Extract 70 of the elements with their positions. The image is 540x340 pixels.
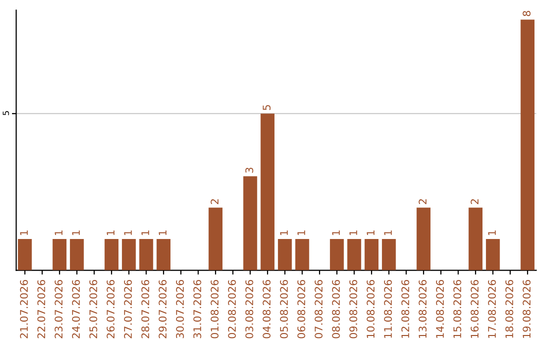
- bar: [18, 238, 32, 270]
- data-label: 1: [20, 230, 28, 236]
- x-tick-label: 19.08.2026: [522, 280, 531, 338]
- x-tick-label: 01.08.2026: [210, 280, 219, 338]
- data-label: 1: [384, 230, 392, 236]
- bar: [486, 238, 500, 270]
- x-tick-label: 26.07.2026: [106, 280, 115, 338]
- x-tick-label: 27.07.2026: [124, 280, 132, 338]
- bar: [278, 238, 292, 270]
- bar: [468, 208, 482, 270]
- x-tick-label: 03.08.2026: [245, 280, 254, 338]
- bar: [70, 238, 84, 270]
- x-tick-label: 12.08.2026: [401, 280, 410, 338]
- bar: [52, 238, 66, 270]
- x-tick-label: 21.07.2026: [20, 280, 28, 338]
- bar: [208, 208, 222, 270]
- data-label: 1: [158, 230, 166, 236]
- x-tick-label: 06.08.2026: [297, 280, 306, 338]
- data-label: 1: [297, 230, 306, 236]
- data-label: 2: [470, 199, 478, 204]
- x-tick-label: 30.07.2026: [176, 280, 184, 338]
- data-label: 1: [332, 230, 340, 236]
- bar: [122, 238, 136, 270]
- x-tick-label: 04.08.2026: [262, 280, 271, 338]
- x-tick-label: 09.08.2026: [349, 280, 358, 338]
- x-tick-label: 18.08.2026: [505, 280, 514, 338]
- data-label: 1: [124, 230, 132, 236]
- data-label: 2: [210, 199, 218, 204]
- x-tick-label: 28.07.2026: [141, 280, 150, 338]
- bar: [347, 238, 362, 270]
- x-tick-label: 16.08.2026: [470, 280, 479, 338]
- data-label: 1: [280, 230, 288, 236]
- bar: [104, 238, 118, 270]
- bar: [139, 238, 154, 270]
- x-tick-label: 02.08.2026: [228, 280, 236, 338]
- data-label: 1: [349, 230, 358, 236]
- bar: [243, 176, 258, 270]
- bar: [260, 114, 274, 270]
- x-tick-label: 07.08.2026: [314, 280, 323, 338]
- data-label: 5: [262, 105, 271, 110]
- data-label: 8: [522, 10, 531, 16]
- x-tick-label: 25.07.2026: [89, 280, 98, 338]
- bar: [295, 238, 310, 270]
- bar: [520, 20, 534, 270]
- data-label: 3: [245, 168, 254, 173]
- data-label: 1: [488, 230, 496, 236]
- bar: [416, 208, 430, 270]
- bar: [382, 238, 396, 270]
- x-tick-label: 05.08.2026: [280, 280, 288, 338]
- x-tick-label: 31.07.2026: [193, 280, 202, 338]
- bar: [364, 238, 378, 270]
- x-tick-label: 13.08.2026: [418, 280, 427, 338]
- data-label: 1: [366, 230, 374, 236]
- data-label: 1: [106, 230, 114, 236]
- bar: [156, 238, 170, 270]
- data-label: 1: [54, 230, 62, 236]
- x-tick-label: 24.07.2026: [72, 280, 80, 338]
- x-tick-label: 29.07.2026: [158, 280, 167, 338]
- x-tick-label: 17.08.2026: [488, 280, 496, 338]
- bar: [330, 238, 344, 270]
- x-tick-label: 22.07.2026: [37, 280, 46, 338]
- x-tick-label: 11.08.2026: [384, 280, 392, 338]
- x-tick-label: 08.08.2026: [332, 280, 340, 338]
- x-tick-label: 14.08.2026: [436, 280, 444, 338]
- data-label: 1: [72, 230, 80, 236]
- x-tick-label: 15.08.2026: [453, 280, 462, 338]
- data-label: 2: [418, 199, 426, 204]
- data-label: 1: [141, 230, 150, 236]
- x-tick-label: 10.08.2026: [366, 280, 375, 338]
- x-tick-label: 23.07.2026: [54, 280, 63, 338]
